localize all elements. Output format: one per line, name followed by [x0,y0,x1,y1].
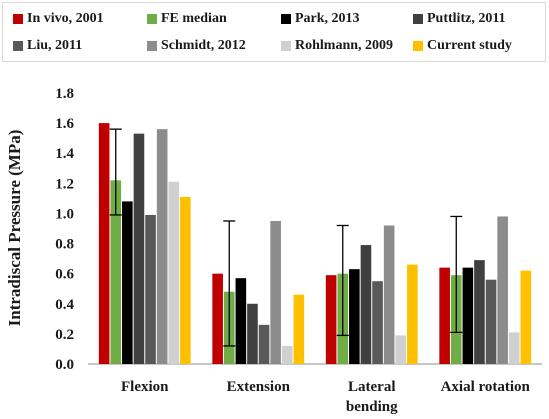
bar [407,264,418,364]
bar [462,267,474,364]
legend-item: Current study [413,37,512,55]
legend-label: FE median [161,11,227,26]
bar [520,270,532,364]
x-tick-label: bending [346,399,398,415]
bar [168,181,180,364]
legend-label: Park, 2013 [295,11,360,26]
bar [395,335,407,364]
bar [474,260,485,364]
legend-item: FE median [147,10,227,28]
legend-swatch [147,14,157,24]
legend-item: Rohlmann, 2009 [281,37,393,55]
y-tick-label: 1.4 [55,146,74,162]
bar [383,225,395,364]
legend-item: Puttlitz, 2011 [413,10,506,28]
y-tick-label: 1.6 [55,116,74,132]
bar [110,180,122,364]
bar [145,214,156,364]
legend-label: Current study [427,38,512,53]
x-tick-label: Lateral [348,379,395,395]
legend-swatch [13,41,23,51]
bar [270,220,281,364]
legend-item: Liu, 2011 [13,37,82,55]
bar [235,278,247,364]
y-tick-label: 0.8 [55,237,74,253]
legend-label: Schmidt, 2012 [161,38,246,53]
legend-item: In vivo, 2001 [13,10,104,28]
error-bars [109,128,463,347]
bar [247,303,258,364]
bar [293,294,305,364]
bar [372,281,383,364]
y-tick-label: 1.0 [55,206,74,222]
legend: In vivo, 2001 FE median Park, 2013 Puttlitz… [2,2,546,62]
legend-swatch [413,41,423,51]
legend-item: Park, 2013 [281,10,360,28]
legend-swatch [147,41,157,51]
legend-label: Liu, 2011 [27,38,83,53]
y-tick-label: 0.0 [55,357,74,373]
x-tick-label: Extension [227,379,291,395]
x-tick-label: Axial rotation [441,379,531,395]
bar [156,129,168,364]
legend-swatch [281,41,291,51]
bar [485,279,497,364]
y-axis-title: Intradiscal Pressure (MPa) [5,130,24,327]
legend-label: In vivo, 2001 [27,11,104,26]
bar [497,216,508,364]
bar [180,196,191,364]
bar [281,345,293,364]
bar [325,275,337,364]
x-tick-label: Flexion [121,379,169,395]
y-tick-label: 0.2 [55,327,74,343]
bar [360,245,372,364]
legend-swatch [281,14,291,24]
bars [98,123,532,364]
bar [133,133,145,364]
legend-label: Rohlmann, 2009 [295,38,394,53]
legend-label: Puttlitz, 2011 [427,11,506,26]
y-tick-label: 0.4 [55,297,74,313]
bar [258,324,270,364]
legend-swatch [413,14,423,24]
bar [212,273,223,364]
bar [98,123,110,364]
y-tick-label: 1.8 [55,86,74,102]
legend-swatch [13,14,23,24]
bar [349,269,360,364]
bar [508,332,520,364]
y-tick-label: 1.2 [55,176,74,192]
y-tick-label: 0.6 [55,267,74,283]
legend-item: Schmidt, 2012 [147,37,246,55]
bar [439,267,450,364]
bar [122,201,133,364]
